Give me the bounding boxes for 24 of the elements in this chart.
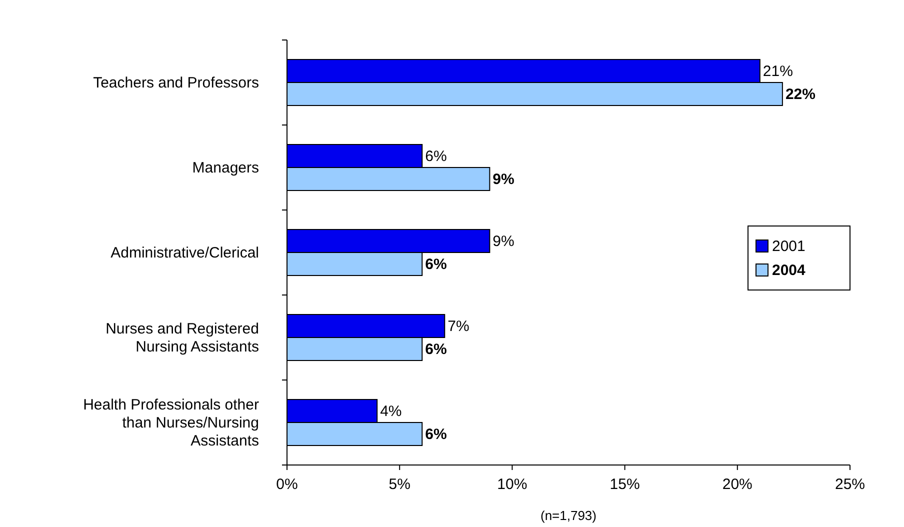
text: (n=1,793) (540, 508, 597, 523)
data-label: 7% (448, 318, 470, 335)
legend-label: 2004 (772, 262, 806, 279)
x-tick-label: 15% (610, 476, 640, 493)
data-label: 6% (425, 426, 447, 443)
data-label: 4% (380, 403, 402, 420)
x-tick-label: 20% (722, 476, 752, 493)
data-label: 9% (492, 233, 514, 250)
y-tick-label: Teachers and Professors (93, 74, 259, 92)
x-tick-label: 25% (834, 476, 866, 493)
y-tick-label: Health Professionals other than Nurses/Nursing Assistants (83, 396, 259, 450)
legend-label: 2001 (772, 238, 806, 255)
x-tick-label: 0% (276, 476, 298, 493)
data-label: 6% (425, 341, 447, 358)
data-label: 21% (762, 63, 793, 80)
data-label: 6% (425, 148, 447, 165)
y-tick-label: Managers (192, 160, 259, 176)
data-label: 6% (425, 256, 447, 273)
x-tick-label: 10% (497, 476, 528, 493)
data-label: 22% (785, 86, 816, 103)
x-tick-label: 5% (388, 476, 410, 493)
data-label: 9% (492, 171, 514, 188)
y-tick-label: Nurses and Registered Nursing Assistants (106, 320, 259, 356)
y-tick-label: Administrative/Clerical (110, 244, 259, 262)
